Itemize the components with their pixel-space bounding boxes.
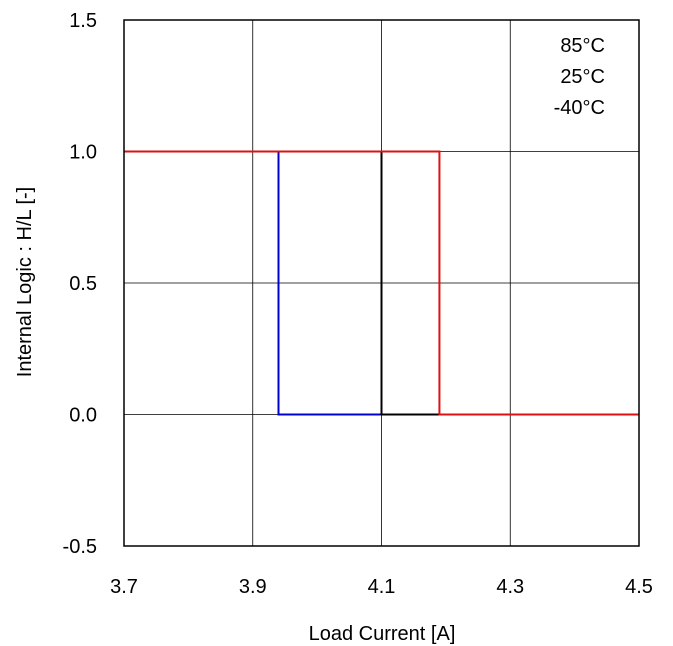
- x-tick-label: 3.9: [239, 576, 267, 598]
- series-lines: [124, 150, 639, 416]
- plot-area-frame: [123, 19, 640, 547]
- legend: 85°C 25°C -40°C: [554, 35, 605, 119]
- y-tick-label: 0.0: [69, 405, 97, 427]
- legend-entry: -40°C: [554, 97, 605, 119]
- y-tick-label: 0.5: [69, 273, 97, 295]
- x-tick-label: 4.1: [368, 576, 396, 598]
- x-tick-labels: 3.7 3.9 4.1 4.3 4.5: [110, 576, 653, 598]
- series-line: [124, 150, 639, 416]
- x-tick-label: 4.3: [496, 576, 524, 598]
- x-axis-title: Load Current [A]: [309, 623, 456, 645]
- y-axis-title: Internal Logic : H/L [-]: [14, 187, 36, 377]
- y-tick-labels: 1.5 1.0 0.5 0.0 -0.5: [63, 10, 97, 558]
- legend-entry: 25°C: [560, 66, 605, 88]
- x-tick-label: 3.7: [110, 576, 138, 598]
- y-tick-label: 1.0: [69, 142, 97, 164]
- x-tick-label: 4.5: [625, 576, 653, 598]
- y-tick-label: -0.5: [63, 536, 97, 558]
- y-tick-label: 1.5: [69, 10, 97, 32]
- legend-entry: 85°C: [560, 35, 605, 57]
